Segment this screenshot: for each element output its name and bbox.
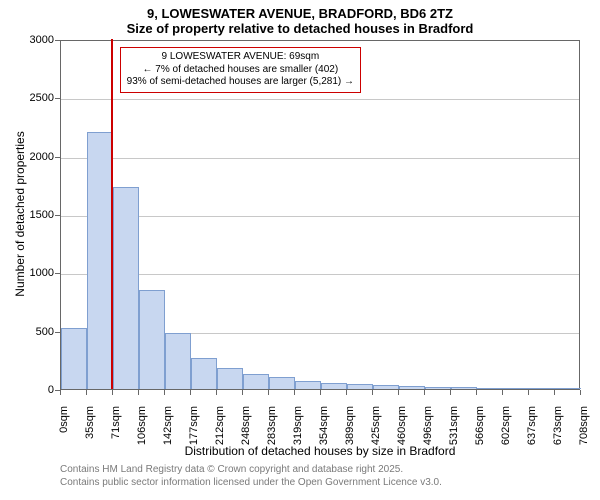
footer-line1: Contains HM Land Registry data © Crown c… [60,464,442,477]
x-tick-mark [164,390,165,395]
histogram-bar [217,368,243,389]
gridline [61,158,579,159]
y-axis-title: Number of detached properties [13,114,27,314]
x-tick-mark [112,390,113,395]
histogram-bar [321,383,347,389]
histogram-bar [113,187,139,389]
histogram-bar [139,290,165,389]
chart-titles: 9, LOWESWATER AVENUE, BRADFORD, BD6 2TZ … [0,0,600,36]
histogram-bar [347,384,373,389]
y-tick-mark [55,215,60,216]
histogram-bar [61,328,87,389]
histogram-bar [529,388,555,389]
histogram-bar [451,387,477,389]
x-tick-mark [424,390,425,395]
y-tick-label: 3000 [0,34,54,46]
histogram-bar [425,387,451,389]
x-tick-mark [502,390,503,395]
x-tick-mark [268,390,269,395]
callout-line3: 93% of semi-detached houses are larger (… [127,76,354,89]
x-tick-mark [476,390,477,395]
x-tick-mark [580,390,581,395]
y-tick-label: 2500 [0,92,54,104]
y-tick-label: 1500 [0,209,54,221]
callout-line1: 9 LOWESWATER AVENUE: 69sqm [127,51,354,64]
y-tick-mark [55,40,60,41]
y-tick-mark [55,157,60,158]
histogram-bar [503,388,529,389]
attribution-footer: Contains HM Land Registry data © Crown c… [60,464,442,489]
title-line1: 9, LOWESWATER AVENUE, BRADFORD, BD6 2TZ [0,6,600,21]
x-tick-mark [528,390,529,395]
callout-line2: ← 7% of detached houses are smaller (402… [127,64,354,77]
x-tick-mark [320,390,321,395]
x-tick-mark [294,390,295,395]
histogram-bar [399,386,425,389]
histogram-bar [555,388,581,389]
histogram-bar [191,358,217,390]
histogram-bar [373,385,399,389]
x-tick-mark [346,390,347,395]
property-marker-line [111,39,113,389]
y-tick-mark [55,273,60,274]
histogram-bar [243,374,269,389]
histogram-bar [295,381,321,389]
footer-line2: Contains public sector information licen… [60,477,442,490]
x-tick-mark [190,390,191,395]
callout-box: 9 LOWESWATER AVENUE: 69sqm ← 7% of detac… [120,47,361,93]
x-tick-mark [60,390,61,395]
x-tick-mark [450,390,451,395]
title-line2: Size of property relative to detached ho… [0,21,600,36]
plot-area: 9 LOWESWATER AVENUE: 69sqm ← 7% of detac… [60,40,580,390]
x-axis-title: Distribution of detached houses by size … [60,444,580,458]
histogram-bar [477,388,503,389]
y-tick-mark [55,332,60,333]
y-tick-label: 500 [0,326,54,338]
y-tick-mark [55,98,60,99]
x-tick-mark [86,390,87,395]
histogram-bar [269,377,295,389]
y-tick-label: 1000 [0,267,54,279]
histogram-bar [165,333,191,389]
x-tick-mark [554,390,555,395]
y-tick-label: 0 [0,384,54,396]
x-tick-mark [398,390,399,395]
y-tick-label: 2000 [0,151,54,163]
x-tick-mark [372,390,373,395]
x-tick-mark [242,390,243,395]
x-tick-mark [216,390,217,395]
x-tick-mark [138,390,139,395]
histogram-bar [87,132,113,389]
gridline [61,99,579,100]
y-tick-mark [55,390,60,391]
